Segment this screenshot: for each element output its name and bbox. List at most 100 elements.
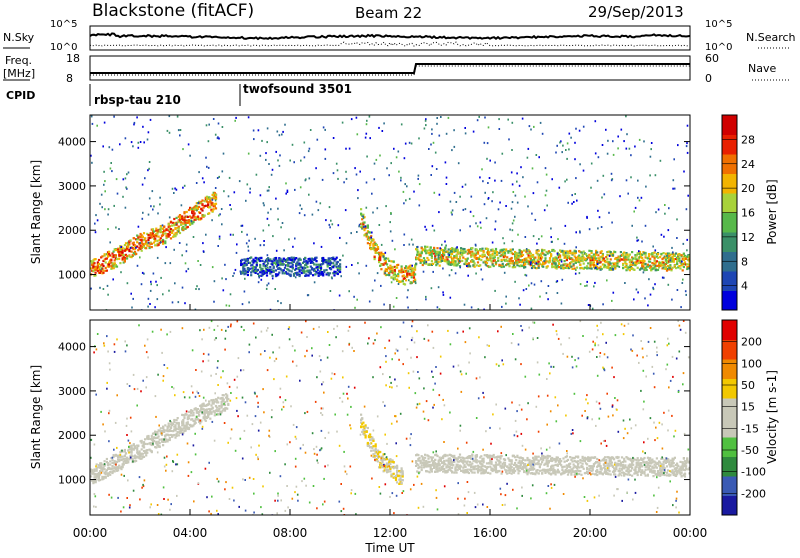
echo-cell: [173, 434, 175, 436]
scatter-cell: [438, 254, 440, 256]
echo-cell: [544, 463, 546, 465]
scatter-cell: [685, 294, 687, 296]
echo-cell: [306, 262, 308, 264]
scatter-cell: [612, 268, 614, 270]
scatter-cell: [266, 284, 268, 286]
scatter-cell: [527, 205, 529, 207]
scatter-cell: [482, 278, 484, 280]
echo-cell: [624, 261, 626, 263]
scatter-cell: [584, 285, 586, 287]
echo-cell: [128, 243, 130, 245]
echo-cell: [436, 247, 438, 249]
echo-cell: [328, 274, 330, 276]
echo-cell: [538, 472, 540, 474]
echo-cell: [305, 273, 307, 275]
scatter-cell: [432, 225, 434, 227]
scatter-cell: [574, 142, 576, 144]
scatter-cell: [571, 203, 573, 205]
echo-cell: [162, 243, 164, 245]
scatter-cell: [142, 218, 144, 220]
echo-cell: [378, 456, 380, 458]
scatter-cell: [536, 243, 538, 245]
cpid-segment-2: twofsound 3501: [243, 82, 352, 96]
echo-cell: [208, 212, 210, 214]
echo-cell: [424, 454, 426, 456]
echo-cell: [501, 455, 503, 457]
echo-cell: [487, 248, 489, 250]
echo-cell: [625, 263, 627, 265]
echo-cell: [143, 232, 145, 234]
scatter-cell: [180, 129, 182, 131]
scatter-cell: [531, 213, 533, 215]
echo-cell: [332, 262, 334, 264]
scatter-cell: [365, 137, 367, 139]
scatter-cell: [588, 304, 590, 306]
scatter-cell: [233, 272, 235, 274]
scatter-cell: [206, 166, 208, 168]
scatter-cell: [142, 212, 144, 214]
scatter-cell: [221, 223, 223, 225]
scatter-cell: [520, 166, 522, 168]
scatter-cell: [574, 193, 576, 195]
ytick-label: 2000: [58, 224, 86, 237]
scatter-cell: [182, 187, 184, 189]
scatter-cell: [488, 197, 490, 199]
echo-cell: [162, 444, 164, 446]
scatter-cell: [176, 223, 178, 225]
echo-cell: [593, 465, 595, 467]
scatter-cell: [595, 120, 597, 122]
echo-cell: [217, 397, 219, 399]
scatter-cell: [329, 224, 331, 226]
echo-cell: [394, 272, 396, 274]
echo-cell: [111, 459, 113, 461]
scatter-cell: [471, 306, 473, 308]
echo-cell: [433, 466, 435, 468]
scatter-cell: [511, 208, 513, 210]
echo-cell: [433, 247, 435, 249]
echo-cell: [561, 466, 563, 468]
scatter-cell: [176, 189, 178, 191]
echo-cell: [465, 466, 467, 468]
echo-cell: [570, 261, 572, 263]
ytick-label: 1000: [58, 269, 86, 282]
scatter-cell: [488, 126, 490, 128]
scatter-cell: [157, 257, 159, 259]
echo-cell: [479, 264, 481, 266]
scatter-cell: [473, 131, 475, 133]
echo-cell: [524, 266, 526, 268]
scatter-cell: [403, 202, 405, 204]
echo-cell: [586, 467, 588, 469]
echo-cell: [480, 259, 482, 261]
scatter-cell: [673, 179, 675, 181]
echo-cell: [539, 465, 541, 467]
scatter-cell: [301, 208, 303, 210]
echo-cell: [188, 209, 190, 211]
scatter-cell: [294, 238, 296, 240]
scatter-cell: [504, 272, 506, 274]
echo-cell: [182, 223, 184, 225]
echo-cell: [295, 257, 297, 259]
scatter-cell: [562, 145, 564, 147]
scatter-cell: [655, 211, 657, 213]
echo-cell: [495, 262, 497, 264]
scatter-cell: [411, 265, 413, 267]
scatter-cell: [177, 116, 179, 118]
echo-cell: [329, 257, 331, 259]
echo-cell: [516, 456, 518, 458]
scatter-cell: [263, 204, 265, 206]
echo-cell: [360, 213, 362, 215]
echo-cell: [205, 420, 207, 422]
echo-cell: [523, 471, 525, 473]
scatter-cell: [277, 218, 279, 220]
scatter-cell: [658, 209, 660, 211]
scatter-cell: [445, 161, 447, 163]
nsearch-trace: [90, 42, 690, 46]
scatter-cell: [512, 240, 514, 242]
scatter-cell: [532, 167, 534, 169]
scatter-cell: [363, 217, 365, 219]
scatter-cell: [471, 196, 473, 198]
scatter-cell: [669, 267, 671, 269]
scatter-cell: [149, 161, 151, 163]
scatter-cell: [147, 139, 149, 141]
scatter-cell: [664, 213, 666, 215]
